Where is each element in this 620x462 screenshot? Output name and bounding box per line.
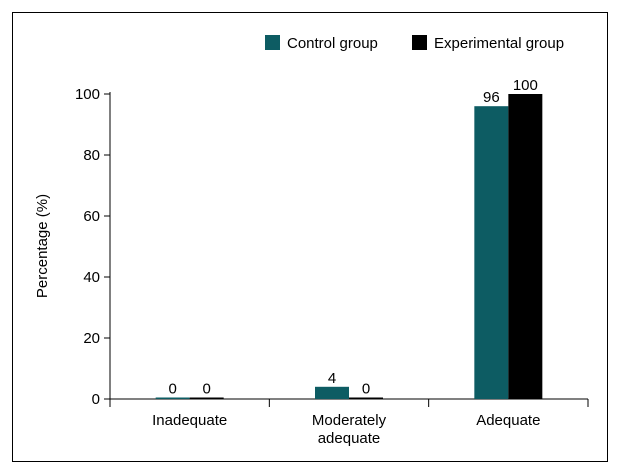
- data-label: 0: [168, 381, 176, 398]
- data-label: 100: [513, 77, 538, 94]
- data-labels: 0 0 4 0 96 100: [168, 77, 537, 398]
- legend-swatch: [265, 35, 280, 50]
- x-axis: Inadequate Moderately adequate Adequate: [109, 398, 589, 447]
- data-label: 96: [483, 89, 500, 106]
- x-tick-label: Inadequate: [152, 412, 227, 429]
- y-tick-label: 40: [83, 269, 100, 286]
- bars: [155, 94, 543, 399]
- bar: [508, 94, 543, 399]
- y-tick-label: 20: [83, 330, 100, 347]
- y-tick-label: 80: [83, 147, 100, 164]
- legend-label: Control group: [287, 35, 378, 52]
- bar: [189, 397, 224, 399]
- x-tick-label: Moderately adequate: [312, 412, 387, 447]
- bar: [155, 397, 190, 399]
- y-tick-label: 60: [83, 208, 100, 225]
- bar-chart: Control group Experimental group Percenta…: [34, 35, 589, 447]
- data-label: 4: [328, 370, 336, 387]
- bar: [349, 397, 383, 399]
- y-tick-label: 100: [75, 86, 100, 103]
- x-tick-label: Adequate: [476, 412, 540, 429]
- legend: Control group Experimental group: [265, 35, 564, 52]
- y-axis: 0 20 40 60 80 100: [75, 86, 111, 408]
- legend-label: Experimental group: [434, 35, 564, 52]
- data-label: 0: [202, 381, 210, 398]
- legend-swatch: [412, 35, 427, 50]
- data-label: 0: [362, 381, 370, 398]
- bar: [474, 106, 509, 399]
- y-tick-label: 0: [92, 391, 100, 408]
- y-axis-label: Percentage (%): [34, 194, 51, 298]
- bar: [315, 386, 349, 399]
